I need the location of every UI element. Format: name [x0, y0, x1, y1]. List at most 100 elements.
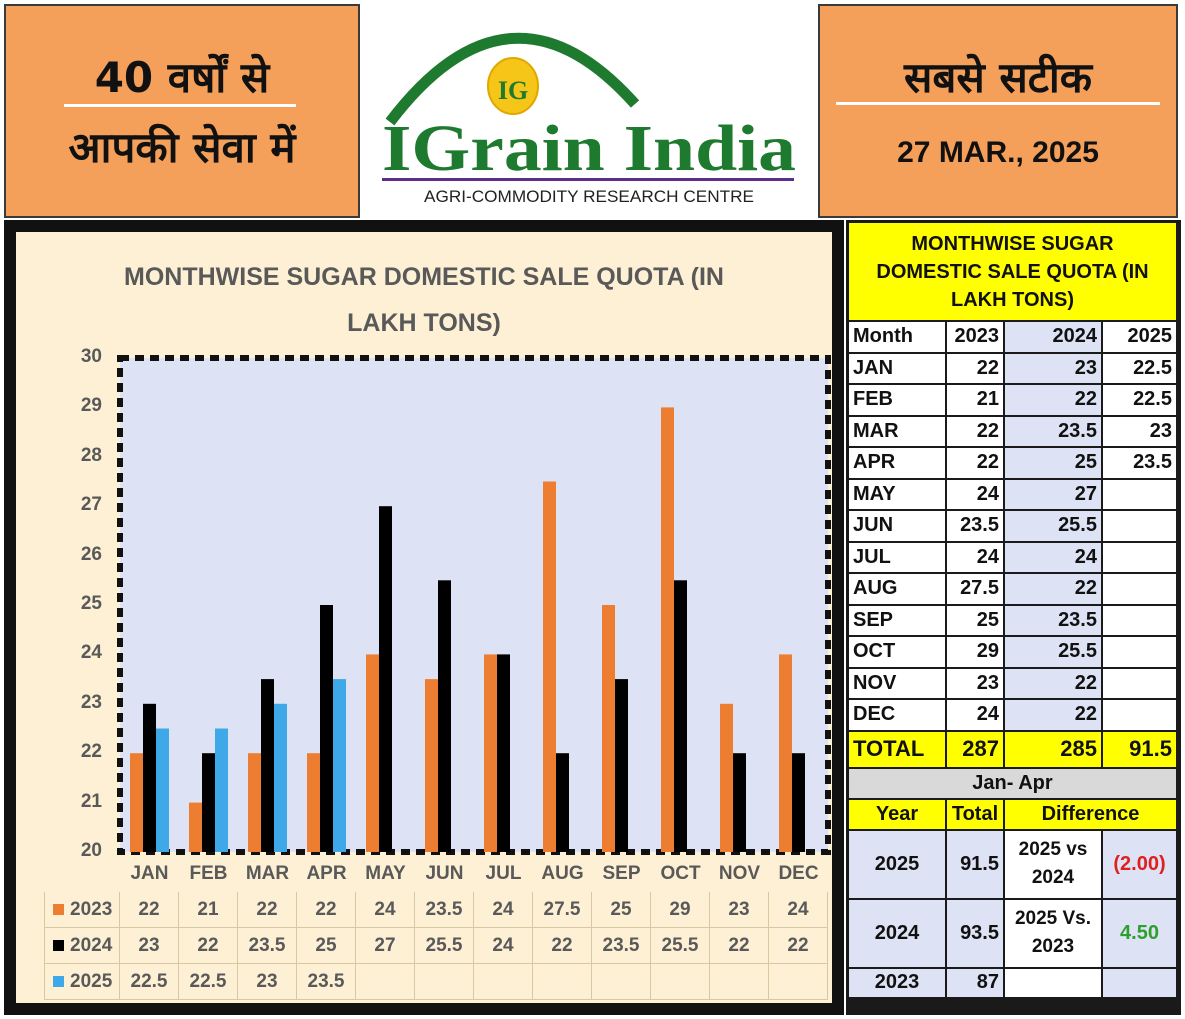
bar-2023-dec	[779, 654, 792, 852]
compare-total-cell: 87	[947, 968, 1003, 997]
table-header-cell: Month	[849, 322, 945, 352]
x-tick-label: FEB	[189, 863, 228, 884]
table-value-cell: 27.5	[947, 574, 1003, 604]
bar-2023-sep	[602, 605, 615, 852]
data-label: 24	[769, 892, 828, 928]
compare-header-cell: Year	[849, 799, 945, 829]
y-tick-label: 22	[80, 741, 102, 763]
table-header-cell: 2024	[1005, 322, 1101, 352]
compare-total-cell: 91.5	[947, 830, 1003, 898]
brand-tagline: AGRI-COMMODITY RESEARCH CENTRE	[424, 187, 754, 206]
chart-title-line2: LAKH TONS)	[347, 309, 501, 337]
data-label: 22	[297, 892, 356, 928]
bar-2023-oct	[661, 407, 674, 852]
data-label	[474, 964, 533, 1000]
table-value-cell: 24	[947, 700, 1003, 730]
bar-2023-aug	[543, 481, 556, 852]
header-right-panel: सबसे सटीक 27 MAR., 2025	[818, 4, 1178, 218]
table-total-cell: 285	[1005, 731, 1101, 767]
x-tick-label: MAR	[245, 863, 290, 884]
table-value-cell: 22	[1005, 700, 1101, 730]
y-tick-label: 25	[80, 593, 102, 614]
table-total-cell: 91.5	[1103, 731, 1176, 767]
data-label: 23	[120, 928, 179, 964]
chart-frame: MONTHWISE SUGAR DOMESTIC SALE QUOTA (IN …	[4, 220, 844, 1015]
table-value-cell: 29	[947, 637, 1003, 667]
divider-line	[836, 102, 1160, 105]
data-label: 22.5	[120, 964, 179, 1000]
y-tick-label: 30	[80, 346, 102, 367]
table-value-cell: 22	[1005, 668, 1101, 698]
table-value-cell	[1103, 668, 1176, 698]
bar-2024-feb	[202, 753, 215, 852]
table-month-cell: MAY	[849, 479, 945, 509]
legend-swatch	[53, 940, 64, 951]
bar-2024-jun	[438, 580, 451, 852]
data-label: 23	[710, 892, 769, 928]
table-value-cell: 23	[947, 668, 1003, 698]
data-label: 24	[356, 892, 415, 928]
table-header-cell: 2025	[1103, 322, 1176, 352]
bar-2024-oct	[674, 580, 687, 852]
chart-title: MONTHWISE SUGAR DOMESTIC SALE QUOTA (IN …	[16, 254, 832, 346]
plot-background	[120, 358, 828, 852]
data-label	[710, 964, 769, 1000]
tagline-service: आपकी सेवा में	[68, 123, 296, 172]
table-value-cell: 21	[947, 385, 1003, 415]
compare-year-cell: 2025	[849, 830, 945, 898]
bar-2025-mar	[274, 703, 287, 852]
data-label	[533, 964, 592, 1000]
x-tick-label: JAN	[130, 863, 169, 884]
table-value-cell: 22.5	[1103, 385, 1176, 415]
compare-header-cell: Difference	[1005, 799, 1176, 829]
bar-2024-nov	[733, 753, 746, 852]
bar-2024-apr	[320, 605, 333, 852]
logo-arc-icon	[385, 32, 640, 126]
data-label: 23	[238, 964, 297, 1000]
table-value-cell	[1103, 511, 1176, 541]
data-label: 23.5	[238, 928, 297, 964]
table-value-cell: 23.5	[1103, 448, 1176, 478]
brand-underline	[382, 178, 794, 181]
bar-2025-feb	[215, 728, 228, 852]
bar-2023-feb	[189, 802, 202, 852]
bar-2023-jun	[425, 679, 438, 852]
bar-2025-jan	[156, 728, 169, 852]
table-month-cell: APR	[849, 448, 945, 478]
table-value-cell: 24	[1005, 542, 1101, 572]
data-label: 22	[533, 928, 592, 964]
data-label: 23.5	[415, 892, 474, 928]
plot-area	[117, 355, 831, 855]
table-month-cell: SEP	[849, 605, 945, 635]
plot-border	[117, 355, 831, 855]
x-tick-label: JUL	[485, 863, 522, 884]
table-month-cell: JUN	[849, 511, 945, 541]
section-title: Jan- Apr	[849, 768, 1176, 798]
compare-header-cell: Total	[947, 799, 1003, 829]
table-month-cell: OCT	[849, 637, 945, 667]
y-tick-label: 21	[80, 790, 102, 812]
bar-2023-jul	[484, 654, 497, 852]
compare-difference-cell	[1103, 968, 1176, 997]
table-month-cell: NOV	[849, 668, 945, 698]
bar-2024-aug	[556, 753, 569, 852]
table-value-cell: 22	[947, 353, 1003, 383]
logo: IG IGrain India AGRI-COMMODITY RESEARCH …	[360, 4, 818, 218]
x-tick-label: APR	[306, 863, 347, 884]
table-title: MONTHWISE SUGAR DOMESTIC SALE QUOTA (IN …	[849, 223, 1176, 320]
table-value-cell	[1103, 605, 1176, 635]
bar-2024-may	[379, 506, 392, 852]
data-label: 25	[297, 928, 356, 964]
y-tick-label: 24	[80, 642, 102, 664]
table-value-cell: 22	[1005, 574, 1101, 604]
table-total-cell: TOTAL	[849, 731, 945, 767]
compare-difference-cell: 4.50	[1103, 899, 1176, 967]
legend-swatch	[53, 904, 64, 915]
bar-2024-jul	[497, 654, 510, 852]
y-tick-label: 29	[80, 395, 102, 417]
table-value-cell: 25	[1005, 448, 1101, 478]
compare-total-cell: 93.5	[947, 899, 1003, 967]
data-label: 24	[474, 892, 533, 928]
legend-label: 2025	[70, 970, 113, 992]
table-value-cell	[1103, 542, 1176, 572]
